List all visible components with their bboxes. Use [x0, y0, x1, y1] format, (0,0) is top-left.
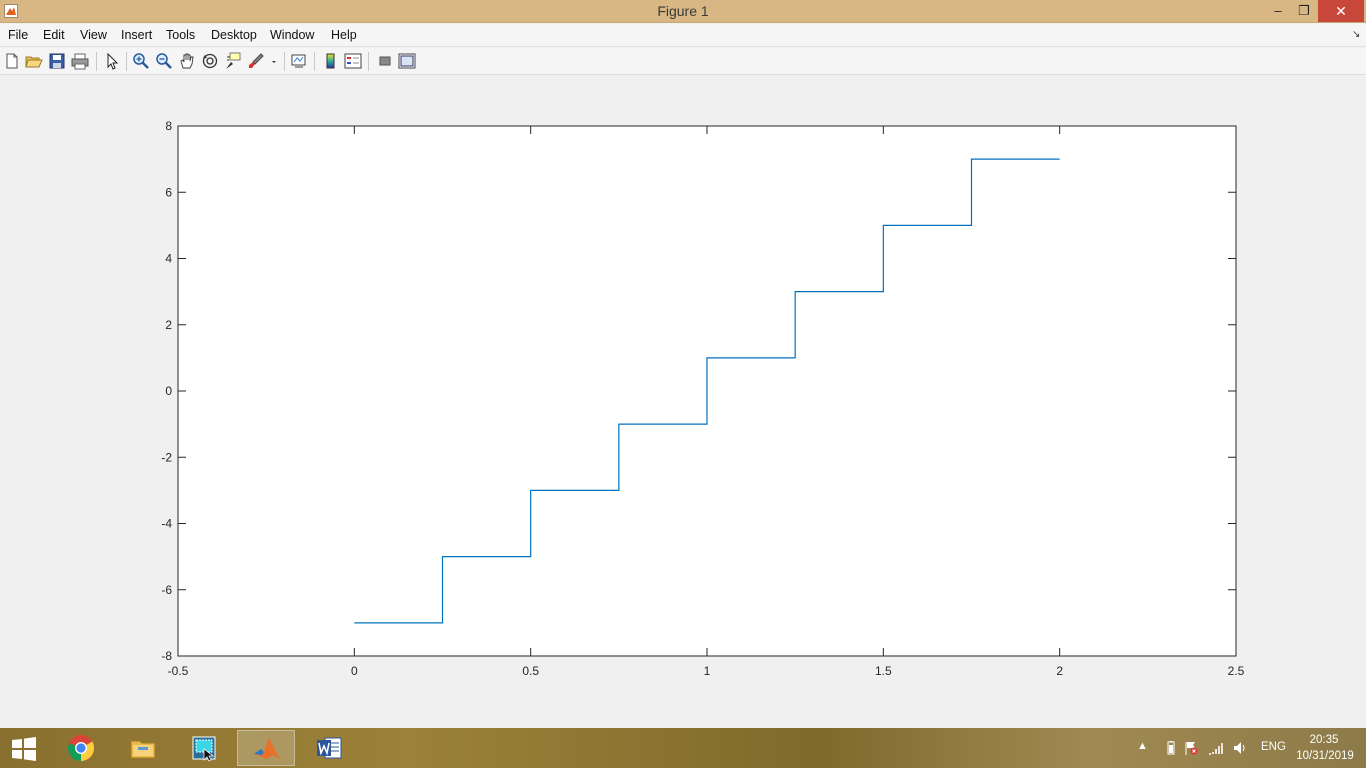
toolbar-separator — [126, 52, 127, 71]
x-tick-label: -0.5 — [168, 664, 189, 678]
insert-legend-icon[interactable] — [344, 52, 362, 70]
y-tick-label: -6 — [161, 583, 172, 597]
y-tick-label: 2 — [165, 318, 172, 332]
word-icon — [317, 737, 342, 759]
y-tick-label: -2 — [161, 450, 172, 464]
clock-time[interactable]: 20:35 — [1309, 734, 1339, 746]
menu-tools[interactable]: Tools — [166, 28, 196, 42]
start-icon — [12, 737, 36, 761]
menu-file[interactable]: File — [8, 28, 29, 42]
y-tick-label: 6 — [165, 185, 172, 199]
action-center-flag-icon[interactable] — [1184, 740, 1198, 756]
data-cursor-icon[interactable] — [224, 52, 242, 70]
network-signal-icon[interactable] — [1208, 740, 1224, 756]
file-explorer-icon — [130, 740, 156, 759]
new-figure-icon[interactable] — [3, 52, 21, 70]
y-tick-label: -8 — [161, 649, 172, 663]
menu-edit[interactable]: Edit — [43, 28, 65, 42]
y-tick-label: 0 — [165, 384, 172, 398]
start-button[interactable] — [0, 730, 48, 766]
taskbar-snipping-tool[interactable] — [175, 730, 233, 766]
matlab-figure-icon[interactable] — [4, 4, 18, 18]
x-tick-label: 0.5 — [522, 664, 539, 678]
menu-help[interactable]: Help — [331, 28, 357, 42]
hide-plot-tools-icon[interactable] — [376, 52, 394, 70]
insert-colorbar-icon[interactable] — [322, 52, 340, 70]
zoom-in-icon[interactable] — [132, 52, 150, 70]
series-line-staircase[interactable] — [354, 158, 1060, 624]
taskbar-chrome[interactable] — [52, 730, 110, 766]
menu-view[interactable]: View — [80, 28, 107, 42]
x-tick-label: 1.5 — [875, 664, 892, 678]
save-icon[interactable] — [48, 52, 66, 70]
plot-svg[interactable]: -0.5 0 0.5 1 1.5 2 2.5 -8 -6 -4 -2 0 2 4 6 8 — [0, 76, 1366, 728]
edit-plot-arrow-icon[interactable] — [103, 52, 121, 70]
zoom-out-icon[interactable] — [155, 52, 173, 70]
input-language[interactable]: ENG — [1261, 741, 1286, 753]
toolbar-separator — [96, 52, 97, 71]
minimize-button[interactable]: – — [1274, 3, 1282, 18]
chrome-icon — [67, 735, 95, 762]
clock-date[interactable]: 10/31/2019 — [1296, 750, 1354, 762]
link-plot-icon[interactable] — [290, 52, 308, 70]
x-tick-label: 0 — [351, 664, 358, 678]
window-title: Figure 1 — [657, 3, 709, 19]
brush-dropdown-icon[interactable] — [269, 52, 279, 70]
brush-icon[interactable] — [247, 52, 265, 70]
pan-hand-icon[interactable] — [178, 52, 196, 70]
menu-desktop[interactable]: Desktop — [211, 28, 257, 42]
x-tick-label: 2.5 — [1228, 664, 1245, 678]
volume-icon[interactable] — [1232, 740, 1248, 756]
menu-insert[interactable]: Insert — [121, 28, 153, 42]
taskbar-file-explorer[interactable] — [114, 730, 172, 766]
y-tick-label: 4 — [165, 252, 172, 266]
show-plot-tools-icon[interactable] — [398, 52, 416, 70]
matlab-icon — [254, 738, 280, 760]
menu-window[interactable]: Window — [270, 28, 315, 42]
y-tick-label: -4 — [161, 517, 172, 531]
dock-figure-icon[interactable]: ↘ — [1352, 29, 1361, 40]
figure-toolbar — [0, 48, 1366, 75]
title-bar: Figure 1 – ❐ ✕ — [0, 0, 1366, 23]
figure-canvas: -0.5 0 0.5 1 1.5 2 2.5 -8 -6 -4 -2 0 2 4 6 8 — [0, 76, 1366, 728]
taskbar-word[interactable] — [300, 730, 358, 766]
close-button[interactable]: ✕ — [1318, 0, 1364, 22]
y-tick-label: 8 — [165, 119, 172, 133]
rotate-3d-icon[interactable] — [201, 52, 219, 70]
restore-button[interactable]: ❐ — [1298, 3, 1310, 18]
taskbar-matlab[interactable] — [237, 730, 295, 766]
tray-overflow-chevron[interactable]: ▲ — [1137, 740, 1148, 752]
x-tick-label: 2 — [1056, 664, 1063, 678]
toolbar-separator — [314, 52, 315, 71]
battery-icon[interactable] — [1164, 740, 1178, 756]
print-icon[interactable] — [71, 52, 89, 70]
windows-taskbar: ▲ ENG 20:35 10/31/2019 — [0, 728, 1366, 768]
menu-bar: File Edit View Insert Tools Desktop Wind… — [0, 24, 1366, 47]
snipping-tool-icon — [192, 736, 216, 762]
x-tick-label: 1 — [704, 664, 711, 678]
toolbar-separator — [368, 52, 369, 71]
toolbar-separator — [284, 52, 285, 71]
open-file-icon[interactable] — [25, 52, 43, 70]
